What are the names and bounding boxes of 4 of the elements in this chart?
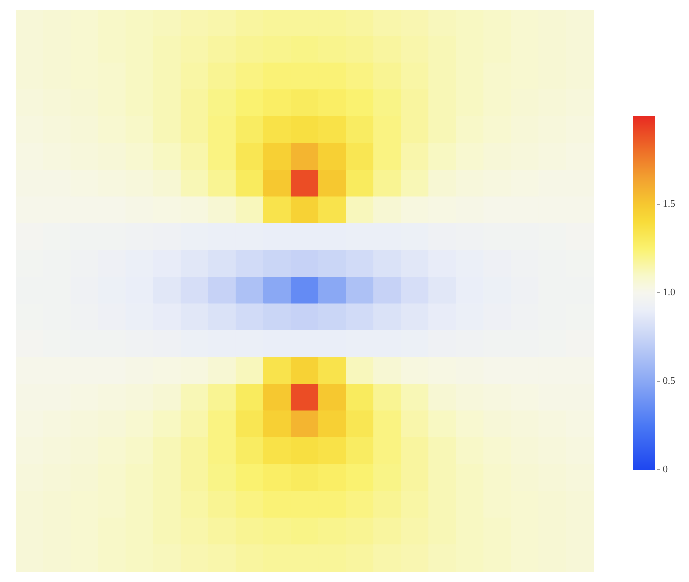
color-bar-label: 1.5 bbox=[663, 199, 676, 210]
color-bar-label: 0.5 bbox=[663, 376, 676, 388]
color-bar-label: 1.0 bbox=[663, 288, 676, 299]
color-bar-label: 0 bbox=[663, 464, 668, 476]
